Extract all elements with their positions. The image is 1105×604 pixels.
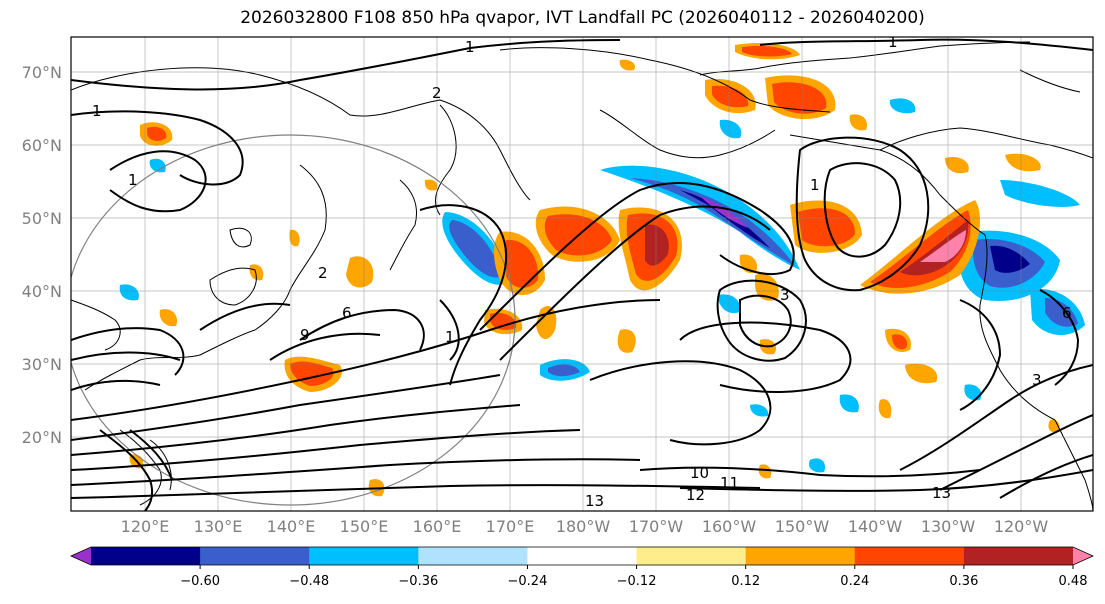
lon-label: 170°E — [486, 517, 535, 536]
colorbar-tick-label: 0.36 — [949, 574, 978, 589]
colorbar-tick-label: 0.12 — [731, 574, 760, 589]
contour-lines — [71, 38, 1093, 511]
lon-label: 130°W — [921, 517, 976, 536]
colorbar-tick-label: 0.24 — [840, 574, 869, 589]
colorbar-segment — [527, 547, 638, 565]
lon-label: 140°W — [848, 517, 903, 536]
colorbar-tick-label: 0.48 — [1059, 574, 1088, 589]
lon-label: 160°E — [413, 517, 462, 536]
graticule — [71, 37, 1093, 511]
lon-label: 150°W — [775, 517, 830, 536]
colorbar-tick-label: −0.48 — [289, 574, 329, 589]
contour-label: 2 — [432, 84, 442, 102]
lat-label: 30°N — [22, 355, 62, 374]
lon-label: 140°E — [267, 517, 316, 536]
domain-circle — [71, 134, 516, 506]
contour-label: 1 — [465, 38, 475, 56]
colorbar-segment — [200, 547, 310, 565]
colorbar-segment — [963, 547, 1074, 565]
contour-label: 13 — [932, 484, 951, 502]
lat-label: 70°N — [22, 63, 62, 82]
contour-label: 1 — [445, 328, 455, 346]
contour-label: 2 — [318, 264, 328, 282]
lat-labels: 70°N 60°N 50°N 40°N 30°N 20°N — [22, 63, 62, 447]
lon-label: 130°E — [194, 517, 243, 536]
lon-label: 160°W — [702, 517, 757, 536]
contour-label: 1 — [810, 176, 820, 194]
contour-label: 6 — [1062, 304, 1072, 322]
colorbar-segment — [636, 547, 747, 565]
colorbar: −0.60 −0.48 −0.36 −0.24 −0.12 0.12 0.24 0.36 0.4… — [70, 546, 1094, 589]
contour-label: 3 — [780, 286, 790, 304]
contour-label: 1 — [128, 171, 138, 189]
colorbar-extension-low — [71, 547, 91, 565]
colorbar-outline — [70, 546, 1094, 566]
contour-label: 11 — [720, 474, 739, 492]
lon-label: 120°E — [121, 517, 170, 536]
contour-labels: 1 1 1 1 2 3 6 9 1 10 11 12 13 13 6 3 2 1 — [92, 33, 1072, 510]
contour-label: 3 — [1032, 371, 1042, 389]
lon-label: 180°W — [556, 517, 611, 536]
lon-label: 120°W — [994, 517, 1049, 536]
map-border — [70, 36, 1094, 512]
lat-label: 60°N — [22, 136, 62, 155]
colorbar-extension-high — [1073, 547, 1093, 565]
colorbar-segment — [309, 547, 419, 565]
colorbar-segment — [854, 547, 965, 565]
colorbar-tick-label: −0.36 — [398, 574, 438, 589]
lat-label: 40°N — [22, 282, 62, 301]
colorbar-tick-label: −0.60 — [180, 574, 220, 589]
colorbar-segment — [745, 547, 856, 565]
colorbar-segment — [91, 547, 201, 565]
lat-label: 50°N — [22, 209, 62, 228]
colorbar-tick-label: −0.12 — [617, 574, 657, 589]
contour-label: 6 — [342, 304, 352, 322]
lon-label: 170°W — [629, 517, 684, 536]
colorbar-tick-label: −0.24 — [508, 574, 548, 589]
lon-label: 150°E — [340, 517, 389, 536]
lon-labels: 120°E 130°E 140°E 150°E 160°E 170°E 180°… — [121, 517, 1049, 536]
lat-label: 20°N — [22, 428, 62, 447]
contour-label: 1 — [92, 102, 102, 120]
contour-label: 10 — [690, 464, 709, 482]
contour-label: 1 — [888, 33, 898, 51]
contour-label: 13 — [585, 492, 604, 510]
map-title: 2026032800 F108 850 hPa qvapor, IVT Land… — [240, 8, 925, 28]
contour-label: 12 — [686, 486, 705, 504]
colorbar-segment — [418, 547, 528, 565]
contour-label: 9 — [300, 326, 310, 344]
